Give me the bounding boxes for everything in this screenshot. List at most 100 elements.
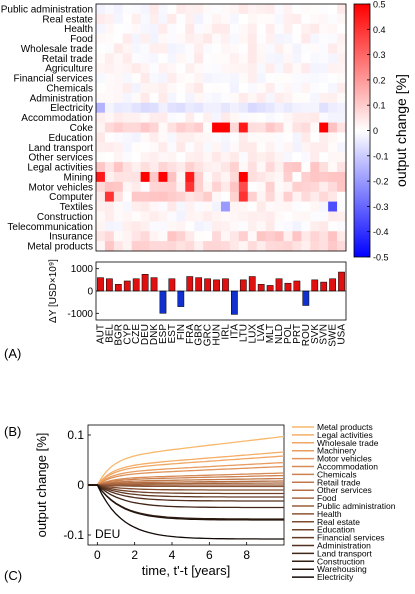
- heatmap-cell: [114, 211, 123, 221]
- heatmap-cell: [159, 83, 168, 93]
- heatmap-cell: [221, 172, 230, 182]
- heatmap-cell: [212, 142, 221, 152]
- heatmap-cell: [159, 123, 168, 133]
- heatmap-cell: [159, 231, 168, 241]
- heatmap-cell: [132, 14, 141, 24]
- heatmap-cell: [105, 202, 114, 212]
- heatmap-cell: [337, 231, 346, 241]
- heatmap-cell: [319, 73, 328, 83]
- heatmap-cell: [301, 202, 310, 212]
- heatmap-cell: [114, 103, 123, 113]
- heatmap-cell: [194, 103, 203, 113]
- heatmap-cell: [301, 152, 310, 162]
- heatmap-cell: [212, 44, 221, 54]
- bar: [240, 280, 246, 291]
- heatmap-cell: [337, 192, 346, 202]
- heatmap-cell: [275, 211, 284, 221]
- heatmap-cell: [159, 63, 168, 73]
- heatmap-cell: [301, 192, 310, 202]
- heatmap-cell: [114, 44, 123, 54]
- heatmap-cell: [123, 83, 132, 93]
- heatmap-cell: [132, 113, 141, 123]
- heatmap-cell: [105, 113, 114, 123]
- heatmap-cell: [292, 24, 301, 34]
- heatmap-cell: [203, 211, 212, 221]
- heatmap-cell: [176, 53, 185, 63]
- heatmap-cell: [239, 192, 248, 202]
- heatmap-cell: [310, 142, 319, 152]
- heatmap-cell: [150, 172, 159, 182]
- heatmap-cell: [105, 4, 114, 14]
- heatmap-cell: [319, 221, 328, 231]
- heatmap-cell: [284, 221, 293, 231]
- heatmap-cell: [123, 172, 132, 182]
- heatmap-cell: [141, 152, 150, 162]
- colorbar-tick-label: -0.1: [373, 151, 389, 161]
- heatmap-cell: [266, 113, 275, 123]
- heatmap-cell: [123, 241, 132, 251]
- heatmap-cell: [257, 113, 266, 123]
- heatmap-cell: [310, 93, 319, 103]
- heatmap-cell: [284, 14, 293, 24]
- heatmap-cell: [185, 24, 194, 34]
- heatmap-cell: [266, 73, 275, 83]
- heatmap-cell: [176, 132, 185, 142]
- heatmap-cell: [275, 93, 284, 103]
- heatmap-cell: [230, 221, 239, 231]
- heatmap-cell: [248, 93, 257, 103]
- heatmap-cell: [328, 123, 337, 133]
- heatmap-cell: [141, 73, 150, 83]
- heatmap-cell: [239, 63, 248, 73]
- bar: [124, 281, 130, 291]
- heatmap-cell: [150, 202, 159, 212]
- heatmap-cell: [337, 4, 346, 14]
- heatmap-cell: [248, 162, 257, 172]
- heatmap-cell: [105, 142, 114, 152]
- heatmap-cell: [301, 123, 310, 133]
- heatmap-cell: [319, 211, 328, 221]
- heatmap-cell: [96, 202, 105, 212]
- heatmap-cell: [150, 211, 159, 221]
- heatmap-cell: [284, 142, 293, 152]
- heatmap-cell: [185, 83, 194, 93]
- heatmap-cell: [328, 113, 337, 123]
- heatmap-cell: [337, 63, 346, 73]
- heatmap-cell: [105, 152, 114, 162]
- heatmap-cell: [275, 53, 284, 63]
- heatmap-cell: [239, 53, 248, 63]
- heatmap-cell: [105, 241, 114, 251]
- heatmap-cell: [275, 103, 284, 113]
- heatmap-cell: [328, 142, 337, 152]
- heatmap-cell: [212, 93, 221, 103]
- heatmap-cell: [292, 192, 301, 202]
- heatmap-cell: [292, 142, 301, 152]
- heatmap-cell: [203, 152, 212, 162]
- heatmap-cell: [230, 83, 239, 93]
- heatmap-cell: [275, 14, 284, 24]
- heatmap-cell: [167, 63, 176, 73]
- heatmap-cell: [96, 34, 105, 44]
- heatmap-cell: [275, 241, 284, 251]
- heatmap-cell: [132, 63, 141, 73]
- heatmap-cell: [123, 14, 132, 24]
- heatmap-cell: [167, 142, 176, 152]
- heatmap-cell: [275, 34, 284, 44]
- heatmap-cell: [275, 231, 284, 241]
- heatmap-cell: [96, 221, 105, 231]
- heatmap-cell: [132, 73, 141, 83]
- heatmap-cell: [230, 14, 239, 24]
- heatmap-cell: [150, 93, 159, 103]
- heatmap-cell: [123, 103, 132, 113]
- heatmap-cell: [239, 93, 248, 103]
- bar: [321, 282, 327, 291]
- heatmap-cell: [257, 93, 266, 103]
- heatmap-cell: [176, 152, 185, 162]
- heatmap-cell: [212, 231, 221, 241]
- heatmap-cell: [301, 73, 310, 83]
- heatmap-cell: [150, 24, 159, 34]
- heatmap-cell: [132, 211, 141, 221]
- heatmap-cell: [185, 34, 194, 44]
- heatmap-cell: [275, 142, 284, 152]
- heatmap-cell: [292, 83, 301, 93]
- heatmap-cell: [337, 132, 346, 142]
